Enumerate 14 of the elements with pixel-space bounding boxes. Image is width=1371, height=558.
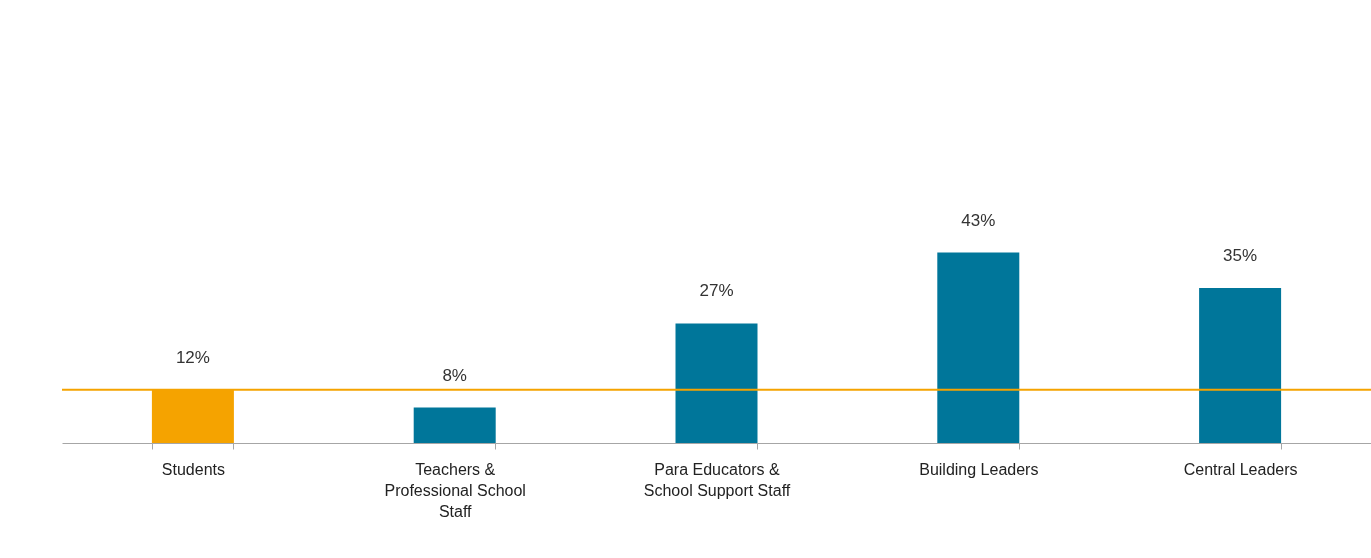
- data-label: 27%: [699, 281, 734, 301]
- bar: [413, 407, 496, 443]
- x-tick-label: Students: [161, 460, 225, 478]
- x-tick-label: Central Leaders: [1183, 460, 1298, 478]
- bar: [937, 252, 1020, 443]
- x-tick-label: Building Leaders: [919, 460, 1039, 478]
- x-tick-label: Para Educators & School Support Staff: [643, 460, 791, 499]
- x-tick-label: Teachers & Professional School Staff: [384, 460, 526, 520]
- data-label: 35%: [1223, 245, 1258, 265]
- bar: [675, 323, 758, 443]
- bar: [1199, 287, 1282, 443]
- data-label: 12%: [175, 347, 210, 367]
- data-label: 8%: [442, 365, 467, 385]
- data-label: 43%: [961, 210, 996, 230]
